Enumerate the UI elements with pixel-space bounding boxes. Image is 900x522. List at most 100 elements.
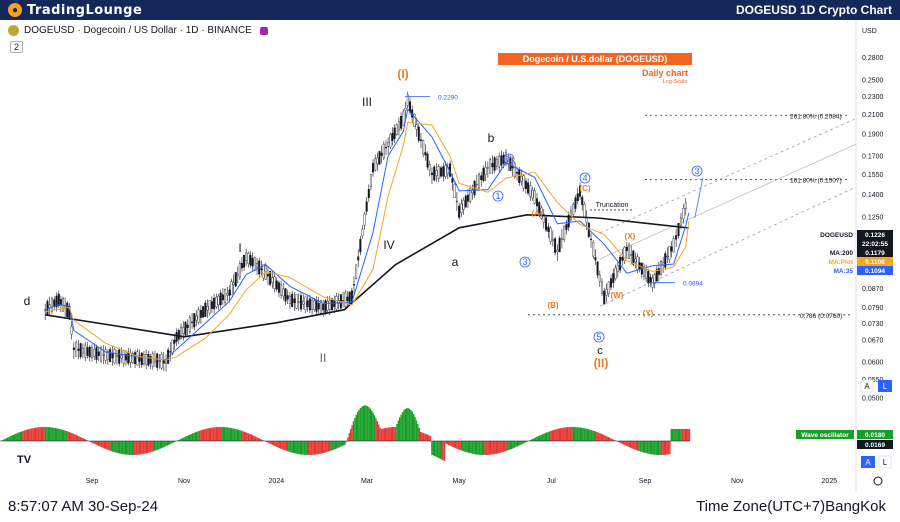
oscillator-bar bbox=[639, 441, 642, 452]
wave-label: (Y) bbox=[643, 309, 654, 318]
oscillator-bar bbox=[221, 427, 223, 441]
oscillator-bar bbox=[173, 441, 175, 443]
oscillator-bar bbox=[399, 417, 401, 441]
oscillator-bar bbox=[81, 437, 83, 441]
candle-body bbox=[382, 143, 385, 159]
oscillator-bar bbox=[407, 408, 409, 441]
price-chart[interactable]: USD 0.2800 0.2500 0.2300 0.2100 0.1900 0.1700 0… bbox=[0, 20, 900, 492]
oscillator-bar bbox=[316, 441, 318, 455]
oscillator-bar bbox=[79, 436, 82, 441]
candle-body bbox=[104, 349, 107, 361]
symbol-line[interactable]: DOGEUSD · Dogecoin / US Dollar · 1D · BI… bbox=[8, 25, 268, 36]
candle-body bbox=[402, 111, 405, 126]
oscillator-bar bbox=[617, 441, 619, 442]
indicator-toggle[interactable]: 2 bbox=[10, 41, 24, 53]
oscillator-bar bbox=[170, 441, 173, 444]
oscillator-bar bbox=[207, 428, 209, 441]
oscillator-bar bbox=[688, 429, 691, 441]
oscillator-bar bbox=[308, 441, 310, 455]
candle-body bbox=[102, 354, 105, 356]
indicator-icon bbox=[259, 26, 268, 35]
candle-body bbox=[197, 309, 200, 323]
oscillator-bar bbox=[9, 436, 12, 441]
auto-scale-button[interactable] bbox=[860, 379, 874, 393]
indicator-count: 2 bbox=[14, 42, 20, 52]
candle-body bbox=[498, 155, 501, 168]
oscillator-bar bbox=[610, 438, 612, 441]
projection-arrow bbox=[694, 177, 704, 219]
log-scale-button[interactable] bbox=[878, 380, 892, 392]
candle-body bbox=[601, 281, 604, 294]
x-tick-label: Mar bbox=[361, 478, 374, 485]
candle-body bbox=[106, 351, 109, 360]
osc-log-button[interactable] bbox=[878, 455, 892, 469]
oscillator-bar bbox=[303, 441, 306, 455]
timestamp: 8:57:07 AM 30-Sep-24 bbox=[8, 498, 159, 515]
candle-body bbox=[444, 165, 447, 177]
candle-body bbox=[297, 301, 300, 303]
oscillator-bar bbox=[574, 427, 576, 441]
osc-auto-button[interactable] bbox=[861, 456, 875, 468]
candle-body bbox=[556, 249, 559, 252]
oscillator-bar bbox=[652, 441, 654, 455]
candle-body bbox=[621, 256, 624, 261]
oscillator-bar bbox=[194, 432, 196, 441]
oscillator-bar bbox=[645, 441, 647, 454]
oscillator-bar bbox=[366, 406, 369, 441]
oscillator-bar bbox=[63, 430, 65, 441]
oscillator-bar bbox=[492, 441, 495, 455]
oscillator-bar bbox=[603, 435, 605, 441]
oscillator-bar bbox=[58, 428, 61, 441]
oscillator-bar bbox=[64, 430, 66, 441]
oscillator-name-bg bbox=[796, 430, 854, 439]
oscillator-bar bbox=[623, 441, 625, 445]
oscillator-bar bbox=[390, 427, 392, 441]
candle-body bbox=[295, 294, 298, 309]
oscillator-bar bbox=[37, 427, 40, 441]
oscillator-bar bbox=[96, 441, 98, 446]
oscillator-bar bbox=[250, 434, 252, 441]
oscillator-bar bbox=[82, 438, 84, 441]
legend-name: MA:35 bbox=[833, 268, 853, 275]
oscillator-bar bbox=[210, 427, 212, 441]
x-tick-label: Nov bbox=[178, 478, 191, 485]
wave-label-circle bbox=[519, 256, 531, 268]
oscillator-bar bbox=[105, 441, 107, 450]
oscillator-bar bbox=[274, 441, 276, 447]
candle-body bbox=[304, 296, 307, 311]
oscillator-bar bbox=[147, 441, 149, 454]
oscillator-bar bbox=[12, 434, 14, 441]
legend-value: 0.1108 bbox=[865, 259, 885, 266]
candle-body bbox=[188, 317, 191, 332]
oscillator-bar bbox=[100, 441, 103, 448]
oscillator-bar bbox=[525, 441, 527, 443]
oscillator-bar bbox=[674, 429, 677, 441]
oscillator-bar bbox=[494, 441, 496, 455]
candle-body bbox=[466, 194, 469, 202]
oscillator-bar bbox=[375, 418, 377, 441]
oscillator-bar bbox=[662, 441, 664, 455]
candle-body bbox=[460, 203, 463, 214]
oscillator-value2-bg bbox=[857, 440, 893, 449]
candle-body bbox=[433, 166, 436, 181]
candle-body bbox=[224, 288, 227, 303]
candle-body bbox=[149, 356, 152, 364]
candle-body bbox=[342, 300, 345, 302]
wave-label: 3 bbox=[522, 257, 527, 267]
settings-gear-icon[interactable] bbox=[873, 476, 883, 486]
candle-body bbox=[520, 176, 523, 182]
candle-body bbox=[317, 302, 320, 310]
oscillator-bar bbox=[278, 441, 280, 449]
oscillator-bar bbox=[456, 441, 458, 449]
candle-body bbox=[679, 217, 682, 226]
oscillator-bar bbox=[285, 441, 287, 451]
oscillator-bar bbox=[579, 427, 581, 441]
oscillator-bar bbox=[543, 433, 545, 441]
oscillator-bar bbox=[373, 415, 376, 441]
oscillator-bar bbox=[288, 441, 290, 452]
candle-body bbox=[328, 300, 331, 310]
oscillator-bar bbox=[673, 429, 675, 441]
oscillator-bar bbox=[47, 427, 49, 441]
oscillator-bar bbox=[460, 441, 462, 451]
oscillator-bar bbox=[562, 427, 565, 441]
